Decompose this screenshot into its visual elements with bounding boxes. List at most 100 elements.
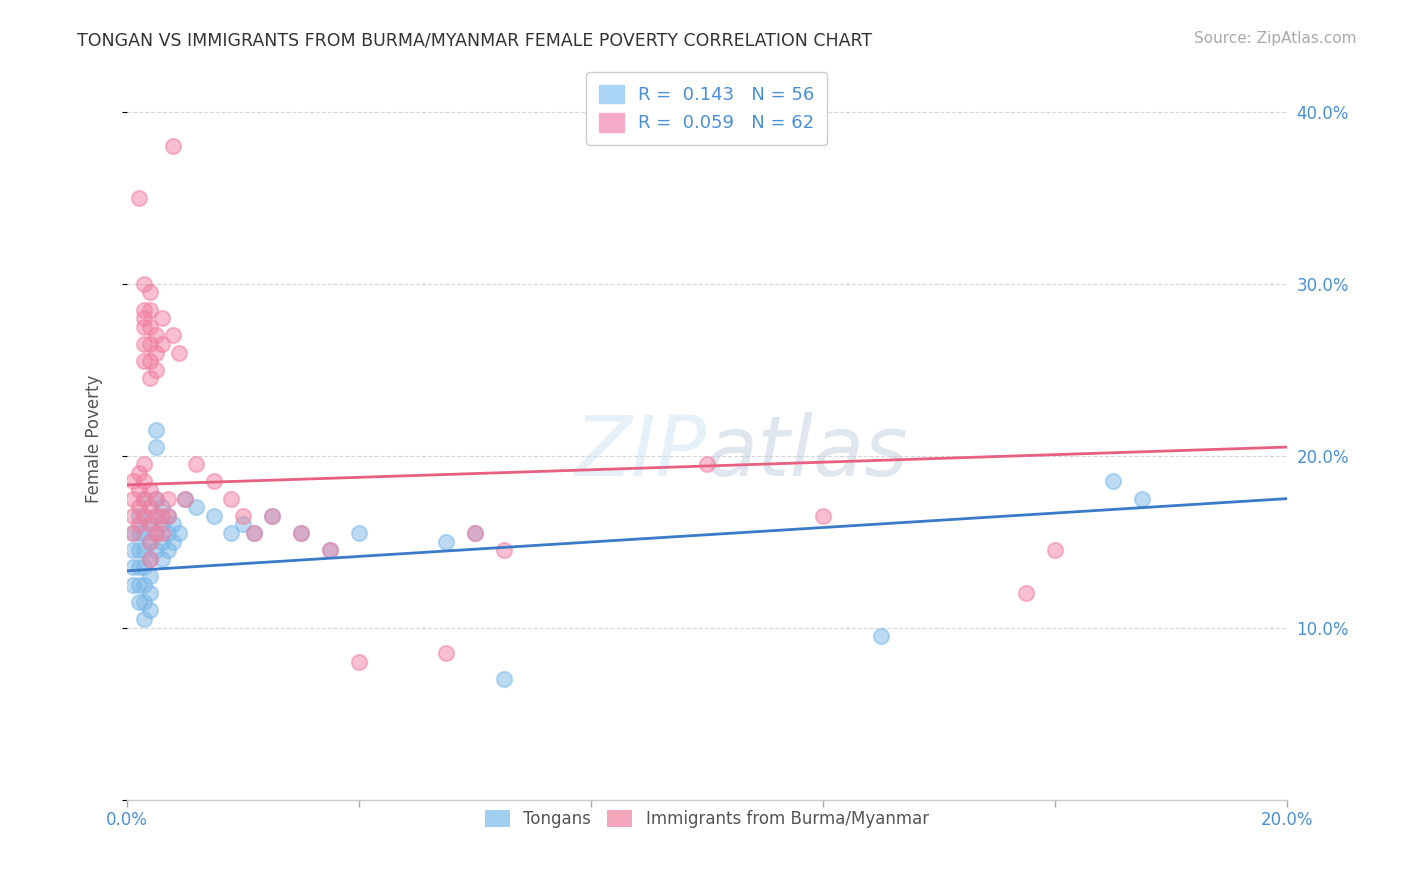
Point [128, 508, 150, 523]
Point [121, 560, 143, 574]
Point [243, 526, 266, 541]
Point [869, 629, 891, 643]
Point [139, 500, 162, 515]
Point [492, 672, 515, 686]
Point [260, 508, 283, 523]
Point [150, 337, 173, 351]
Point [139, 319, 162, 334]
Legend: Tongans, Immigrants from Burma/Myanmar: Tongans, Immigrants from Burma/Myanmar [478, 803, 935, 835]
Point [128, 466, 150, 480]
Point [156, 508, 179, 523]
Point [150, 526, 173, 541]
Point [128, 543, 150, 558]
Point [145, 526, 167, 541]
Point [128, 191, 150, 205]
Point [134, 319, 156, 334]
Point [134, 354, 156, 368]
Point [128, 577, 150, 591]
Point [202, 475, 225, 489]
Point [290, 526, 312, 541]
Point [121, 491, 143, 506]
Point [150, 508, 173, 523]
Point [139, 569, 162, 583]
Point [156, 526, 179, 541]
Point [134, 302, 156, 317]
Point [134, 491, 156, 506]
Point [121, 508, 143, 523]
Point [134, 543, 156, 558]
Text: Source: ZipAtlas.com: Source: ZipAtlas.com [1194, 31, 1357, 46]
Point [162, 139, 184, 153]
Text: atlas: atlas [707, 412, 908, 493]
Point [811, 508, 834, 523]
Point [134, 337, 156, 351]
Point [139, 285, 162, 300]
Point [347, 655, 370, 669]
Point [139, 534, 162, 549]
Point [139, 371, 162, 385]
Point [202, 508, 225, 523]
Point [150, 500, 173, 515]
Point [134, 560, 156, 574]
Point [1043, 543, 1066, 558]
Point [139, 337, 162, 351]
Point [464, 526, 486, 541]
Point [145, 491, 167, 506]
Text: TONGAN VS IMMIGRANTS FROM BURMA/MYANMAR FEMALE POVERTY CORRELATION CHART: TONGAN VS IMMIGRANTS FROM BURMA/MYANMAR … [77, 31, 873, 49]
Point [145, 543, 167, 558]
Point [492, 543, 515, 558]
Point [145, 508, 167, 523]
Point [145, 526, 167, 541]
Point [174, 491, 197, 506]
Point [134, 457, 156, 471]
Point [139, 586, 162, 600]
Point [134, 577, 156, 591]
Text: ZIP: ZIP [575, 412, 707, 493]
Point [134, 508, 156, 523]
Point [174, 491, 197, 506]
Point [186, 457, 208, 471]
Point [128, 595, 150, 609]
Point [145, 491, 167, 506]
Point [1101, 475, 1123, 489]
Point [128, 526, 150, 541]
Point [145, 345, 167, 359]
Point [319, 543, 342, 558]
Point [134, 612, 156, 626]
Point [139, 534, 162, 549]
Point [186, 500, 208, 515]
Point [150, 311, 173, 326]
Point [134, 491, 156, 506]
Point [128, 500, 150, 515]
Point [134, 475, 156, 489]
Point [464, 526, 486, 541]
Point [139, 551, 162, 566]
Point [243, 526, 266, 541]
Point [145, 440, 167, 454]
Point [319, 543, 342, 558]
Point [121, 526, 143, 541]
Point [128, 483, 150, 497]
Point [434, 534, 457, 549]
Point [139, 603, 162, 617]
Point [139, 483, 162, 497]
Point [696, 457, 718, 471]
Point [167, 345, 190, 359]
Point [139, 517, 162, 532]
Point [219, 526, 242, 541]
Point [145, 362, 167, 376]
Point [134, 508, 156, 523]
Point [162, 328, 184, 343]
Point [162, 534, 184, 549]
Point [134, 595, 156, 609]
Point [139, 354, 162, 368]
Point [145, 423, 167, 437]
Point [260, 508, 283, 523]
Point [121, 475, 143, 489]
Point [145, 328, 167, 343]
Point [128, 517, 150, 532]
Point [156, 543, 179, 558]
Point [347, 526, 370, 541]
Point [121, 577, 143, 591]
Point [434, 646, 457, 660]
